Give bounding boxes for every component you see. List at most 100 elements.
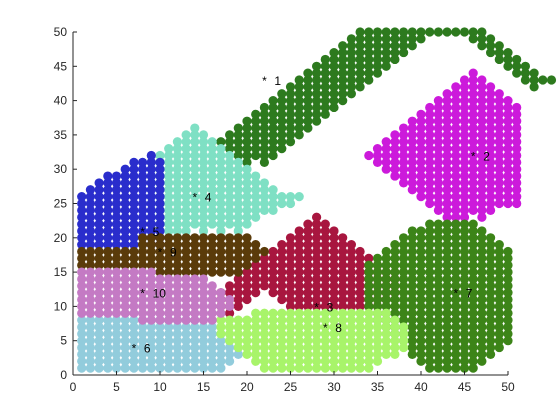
data-point [164,233,174,243]
data-point [416,116,426,126]
data-point [390,34,400,44]
data-point [381,137,391,147]
data-point [120,356,130,366]
data-point [503,281,513,291]
data-point [146,288,156,298]
data-point [251,150,261,161]
data-point [303,342,313,353]
data-point [381,267,391,277]
data-point [503,274,513,284]
data-point [477,336,487,346]
data-point [451,233,461,243]
data-point [346,246,356,257]
data-point [459,356,470,366]
data-point [459,233,470,243]
data-point [138,274,148,284]
data-point [320,246,330,257]
data-point [277,144,287,154]
data-point [364,150,374,161]
data-point [172,144,182,154]
data-point [198,349,209,360]
data-point [251,274,261,284]
data-point [268,363,278,373]
data-point [329,240,339,250]
x-tick-label: 10 [153,380,167,394]
data-point [164,294,174,305]
data-point [320,301,330,311]
data-point [425,329,435,339]
data-point [190,294,200,305]
data-point [390,246,400,257]
data-point [85,281,95,291]
data-point [486,89,496,99]
data-point [425,219,435,229]
data-point [486,192,496,202]
data-point [138,212,148,222]
data-point [355,342,365,353]
data-point [442,349,452,360]
data-point [512,68,522,78]
cluster-9-points [77,233,269,277]
data-point [138,171,148,181]
data-point [242,315,252,325]
data-point [216,212,226,222]
data-point [451,301,461,311]
data-point [329,102,339,113]
data-point [459,301,470,311]
data-point [172,308,182,318]
data-point [399,288,409,298]
data-point [451,246,461,257]
data-point [259,336,269,346]
x-tick-label: 40 [414,380,428,394]
data-point [312,336,322,346]
data-point [259,356,269,366]
y-tick-label: 50 [54,25,68,39]
data-point [320,363,330,373]
data-point [111,171,122,181]
data-point [346,274,356,284]
data-point [433,205,443,215]
data-point [494,178,504,188]
data-point [407,288,417,298]
data-point [520,61,531,71]
data-point [268,96,278,106]
data-point [77,322,87,332]
data-point [242,253,252,263]
data-point [503,137,513,147]
centroid-marker: * [140,225,145,239]
data-point [181,267,191,277]
data-point [103,178,113,188]
data-point [329,288,339,298]
data-point [364,274,374,284]
data-point [85,198,95,209]
data-point [225,288,235,298]
data-point [190,150,200,161]
data-point [399,240,409,250]
data-point [77,281,87,291]
data-point [338,260,348,270]
data-point [529,75,539,85]
data-point [225,322,235,332]
data-point [164,342,174,353]
data-point [355,267,365,277]
data-point [94,356,104,366]
data-point [164,157,174,167]
data-point [77,240,87,250]
data-point [242,178,252,188]
data-point [407,226,417,236]
data-point [346,253,356,263]
data-point [468,185,478,195]
data-point [207,363,217,373]
data-point [312,349,322,360]
data-point [94,233,104,243]
data-point [190,260,200,270]
data-point [111,322,122,332]
data-point [486,123,496,133]
data-point [233,301,243,311]
data-point [425,308,435,318]
data-point [399,267,409,277]
data-point [94,329,104,339]
data-point [77,356,87,366]
data-point [146,185,156,195]
data-point [146,274,156,284]
